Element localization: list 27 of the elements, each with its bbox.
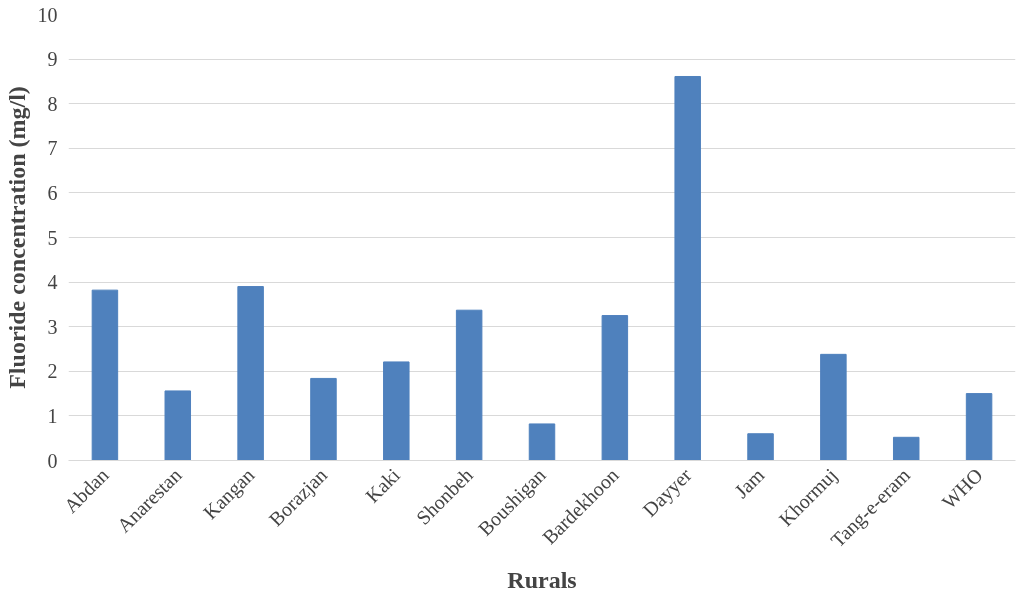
y-tick-label: 1 <box>47 404 58 427</box>
bar <box>310 377 337 461</box>
bar <box>601 315 629 461</box>
y-tick-label: 7 <box>47 137 58 160</box>
y-tick-label: 4 <box>47 271 58 294</box>
y-tick-label: 5 <box>47 226 58 249</box>
bar <box>528 423 556 461</box>
bar <box>674 75 701 461</box>
bar <box>965 393 993 461</box>
bar <box>455 309 483 461</box>
bar <box>820 353 847 461</box>
bar <box>383 361 410 461</box>
y-tick-label: 10 <box>37 3 58 26</box>
y-axis-title: Fluoride concentration (mg/l) <box>3 86 30 389</box>
bar <box>892 436 920 461</box>
bar <box>164 390 192 461</box>
bar <box>747 433 774 461</box>
y-tick-label: 3 <box>47 315 58 338</box>
bar <box>91 289 119 461</box>
y-tick-label: 9 <box>47 48 58 71</box>
y-tick-label: 0 <box>47 449 58 472</box>
bar <box>237 286 264 461</box>
x-axis-title: Rurals <box>507 567 577 594</box>
y-tick-label: 2 <box>47 360 58 383</box>
y-tick-label: 8 <box>47 92 58 115</box>
x-tick-label: Jam <box>729 463 769 503</box>
y-tick-label: 6 <box>47 181 58 204</box>
